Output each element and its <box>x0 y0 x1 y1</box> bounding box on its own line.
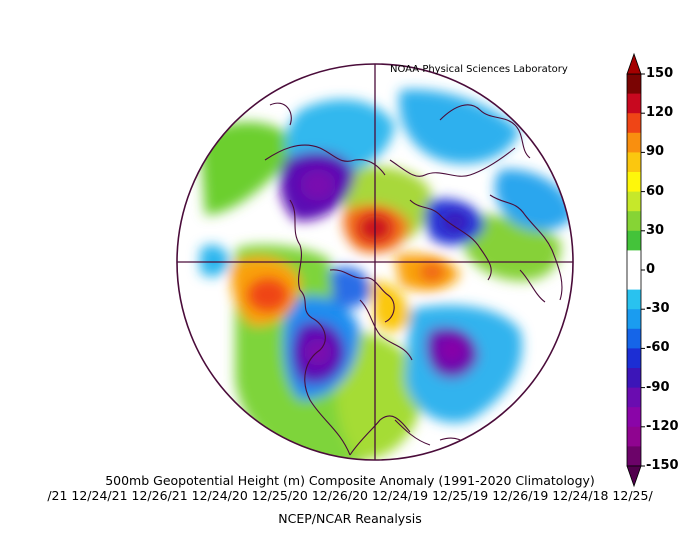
colorbar-segment <box>627 348 641 369</box>
data-source: NCEP/NCAR Reanalysis <box>278 511 422 526</box>
colorbar-tick-label: 60 <box>646 183 665 199</box>
min-center-northwest <box>300 169 336 201</box>
colorbar-segment <box>627 93 641 114</box>
colorbar-tick-label: 0 <box>646 262 656 277</box>
colorbar-max-arrow <box>626 52 642 75</box>
colorbar-tick-label: -60 <box>646 340 670 356</box>
high-region-center <box>370 280 410 332</box>
positive-region-west <box>200 121 300 215</box>
min-center-northeast <box>442 212 468 232</box>
negative-region-west <box>200 244 230 277</box>
colorbar-segment <box>627 211 641 232</box>
colorbar-segment <box>627 426 641 447</box>
colorbar-segment <box>627 270 641 291</box>
colorbar-segment <box>627 113 641 134</box>
negative-region-north <box>399 89 520 164</box>
colorbar-segment <box>627 328 641 349</box>
colorbar-segment <box>627 407 641 428</box>
colorbar-tick-label: 120 <box>646 105 674 121</box>
graticule <box>177 64 573 460</box>
negative-region-center <box>330 266 372 308</box>
credit-text: NOAA Physical Sciences Laboratory <box>390 64 568 75</box>
map-title: 500mb Geopotential Height (m) Composite … <box>105 473 595 488</box>
coastlines <box>264 77 563 456</box>
colorbar-segment <box>627 132 641 153</box>
max-center-west <box>248 279 288 311</box>
colorbar-tick-label: -120 <box>646 418 679 434</box>
colorbar-tick-label: -30 <box>646 301 670 317</box>
colorbar-segment <box>627 191 641 212</box>
colorbar-tick-label: 90 <box>646 144 665 160</box>
colorbar-tick-label: 150 <box>646 66 674 81</box>
positive-region-east <box>459 214 561 281</box>
colorbar-segment <box>627 387 641 408</box>
map-boundary <box>176 63 574 461</box>
colorbar-tick-label: -90 <box>646 379 670 395</box>
colorbar-segment <box>627 74 641 95</box>
date-list: /21 12/24/21 12/26/21 12/24/20 12/25/20 … <box>47 488 653 503</box>
colorbar-segment <box>627 446 641 467</box>
colorbar-segment <box>627 230 641 251</box>
min-center-southeast <box>439 338 465 362</box>
negative-region-northeast <box>494 169 573 231</box>
colorbar-segment <box>627 289 641 310</box>
colorbar <box>626 52 645 488</box>
colorbar-segment <box>627 152 641 173</box>
colorbar-tick-label: 30 <box>646 222 665 238</box>
colorbar-segment <box>627 172 641 193</box>
colorbar-segment <box>627 309 641 330</box>
colorbar-segment <box>627 368 641 389</box>
max-center-east <box>420 263 444 281</box>
colorbar-tick-label: -150 <box>646 458 679 473</box>
colorbar-segment <box>627 250 641 271</box>
colorbar-min-arrow <box>626 465 642 488</box>
